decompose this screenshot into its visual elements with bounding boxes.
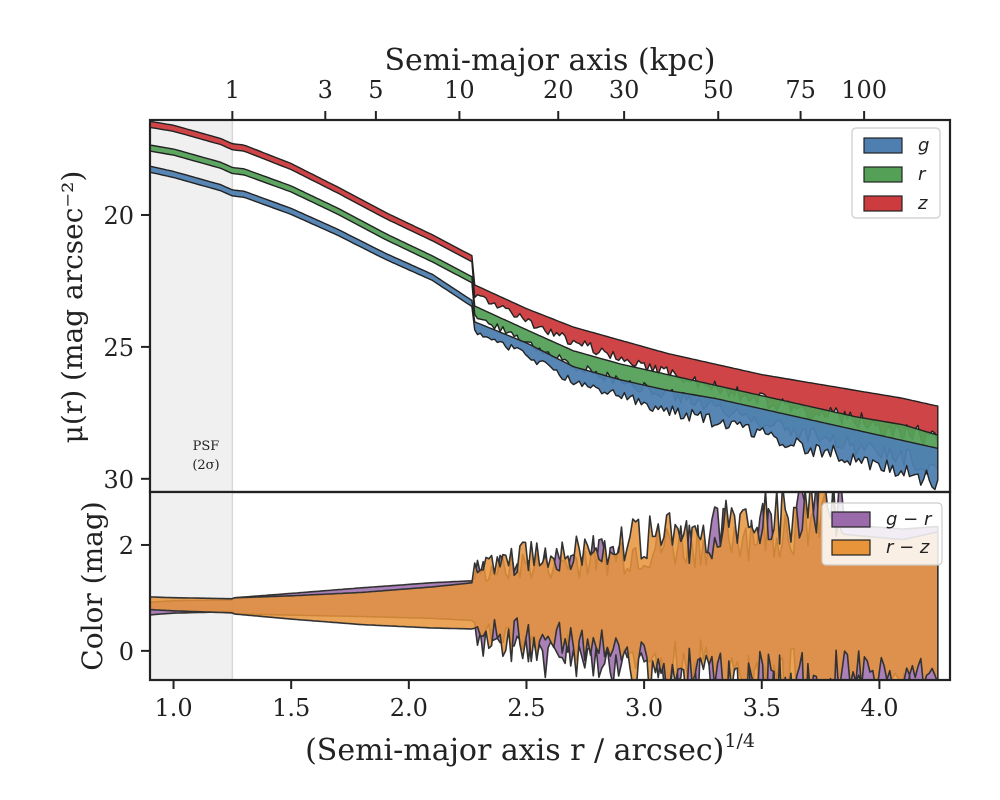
legend-label-g-minus-r: g − r — [886, 509, 933, 530]
top-legend: grz — [851, 127, 941, 219]
bottom-xtick-label: 3.0 — [625, 694, 663, 722]
bottom-xtick-label: 4.0 — [860, 694, 898, 722]
psf-label-sigma: (2σ) — [192, 458, 219, 473]
color-profile-panel: 0 2 1.0 1.5 2.0 2.5 3.0 3.5 4.0 g − r r − z — [119, 490, 952, 722]
kpc-tick-label: 5 — [368, 76, 383, 104]
psf-band-bottom — [150, 492, 233, 680]
legend-swatch-r — [863, 166, 903, 183]
kpc-tick-label: 1 — [225, 76, 240, 104]
kpc-tick-label: 30 — [609, 76, 640, 104]
bottom-ytick-label: 0 — [119, 638, 134, 666]
bottom-axis-label: (Semi-major axis r / arcsec)1/4 — [305, 730, 755, 768]
kpc-tick-label: 3 — [318, 76, 333, 104]
bottom-xtick-label: 2.0 — [390, 694, 428, 722]
profile-band-g — [149, 165, 939, 491]
top-ytick-label: 30 — [103, 466, 134, 494]
kpc-tick-label: 75 — [785, 76, 816, 104]
bottom-legend: g − r r − z — [821, 502, 943, 566]
bottom-panel-ylabel: Color (mag) — [76, 501, 109, 670]
kpc-tick-label: 10 — [444, 76, 475, 104]
bottom-xtick-label: 2.5 — [507, 694, 545, 722]
bottom-ytick-label: 2 — [119, 532, 134, 560]
profile-band-z — [149, 120, 939, 447]
kpc-tick-label: 100 — [841, 76, 887, 104]
bottom-panel-frame — [148, 490, 952, 682]
legend-swatch-g-minus-r — [831, 511, 871, 528]
psf-label: PSF — [193, 439, 220, 454]
legend-label-r-minus-z: r − z — [886, 537, 930, 558]
legend-swatch-z — [863, 195, 903, 212]
top-ytick-label: 20 — [103, 202, 134, 230]
surface-brightness-panel: PSF (2σ) 20 25 30 1 3 5 10 20 30 50 75 100 grz — [103, 76, 952, 494]
legend-label-r: r — [918, 164, 927, 185]
legend-label-g: g — [918, 135, 929, 156]
bottom-plot-area — [150, 492, 939, 680]
top-panel-ylabel: μ(r) (mag arcsec⁻²) — [56, 171, 89, 444]
kpc-tick-label: 50 — [703, 76, 734, 104]
legend-swatch-g — [863, 137, 903, 154]
top-ytick-label: 25 — [103, 334, 134, 362]
color-band-r-minus-z — [150, 492, 939, 680]
kpc-tick-label: 20 — [543, 76, 574, 104]
bottom-xtick-label: 3.5 — [743, 694, 781, 722]
bottom-xtick-label: 1.0 — [154, 694, 192, 722]
bottom-xtick-label: 1.5 — [272, 694, 310, 722]
legend-label-z: z — [917, 193, 928, 214]
legend-swatch-r-minus-z — [831, 539, 871, 556]
top-axis-label: Semi-major axis (kpc) — [385, 43, 716, 78]
axis-text-layer: Semi-major axis (kpc) μ(r) (mag arcsec⁻²… — [56, 43, 755, 768]
